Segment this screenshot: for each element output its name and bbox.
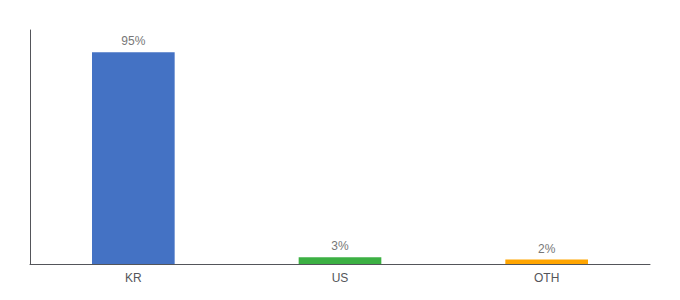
svg-text:3%: 3% — [331, 239, 349, 253]
svg-text:2%: 2% — [538, 242, 556, 256]
svg-text:US: US — [332, 271, 349, 285]
svg-text:95%: 95% — [121, 34, 145, 48]
svg-text:KR: KR — [125, 271, 142, 285]
svg-text:OTH: OTH — [534, 271, 559, 285]
